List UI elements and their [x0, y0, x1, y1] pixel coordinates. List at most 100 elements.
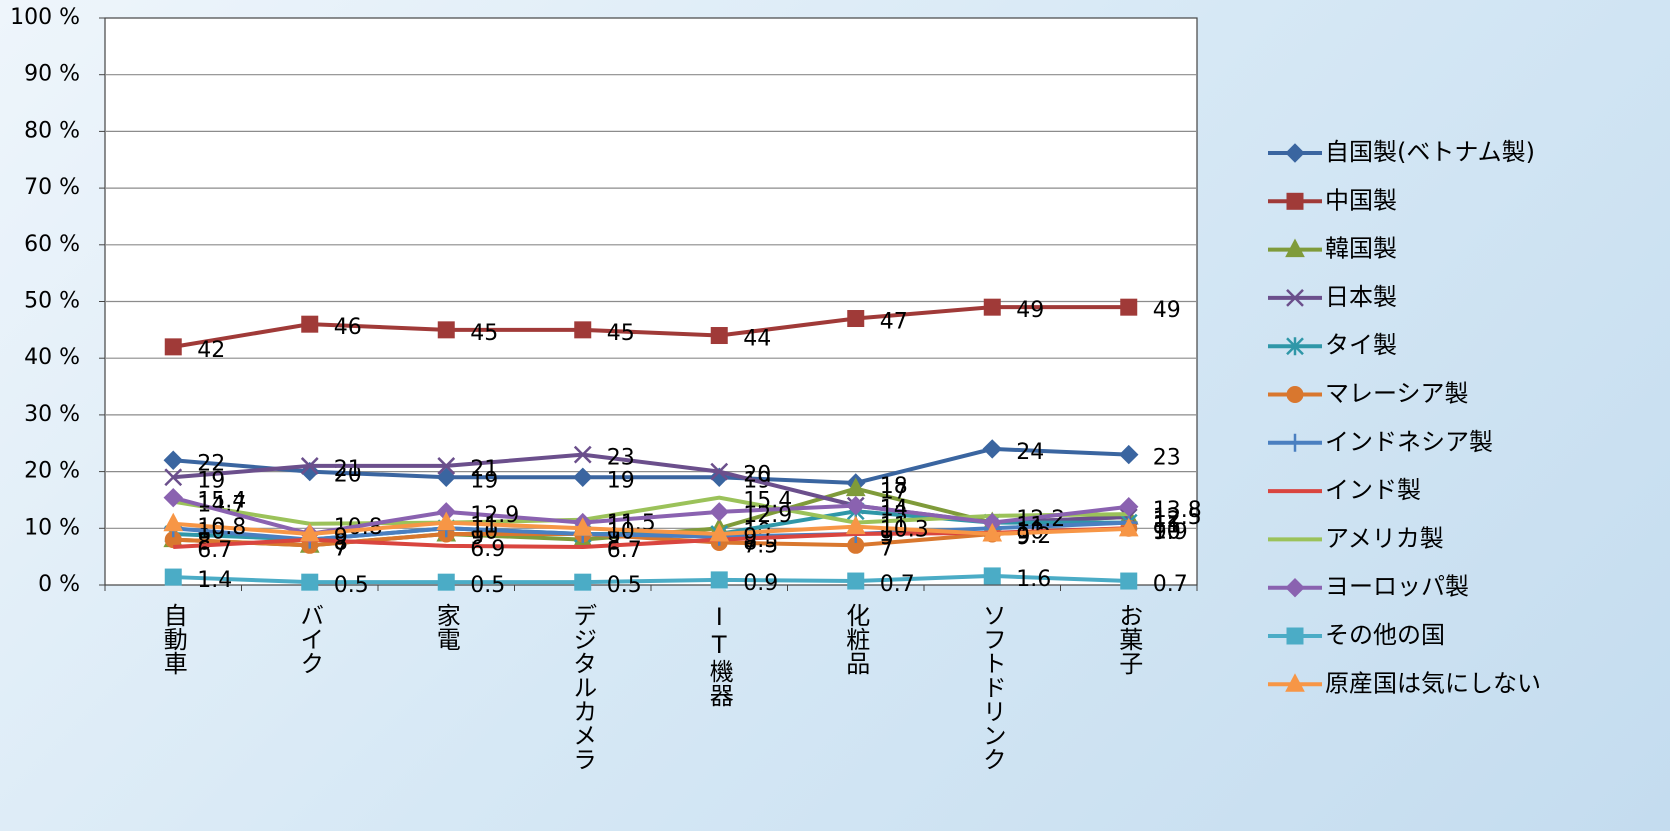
point — [982, 439, 1002, 459]
legend-marker — [1286, 337, 1304, 356]
data-label: 9 — [880, 525, 894, 550]
series-line — [172, 495, 1129, 526]
legend-label: アメリカ製 — [1325, 524, 1444, 552]
data-label: 0.5 — [334, 573, 369, 598]
y-tick-label: 70 % — [24, 175, 80, 200]
y-tick-label: 40 % — [24, 345, 80, 370]
y-tick-label: 30 % — [24, 402, 80, 427]
point — [163, 487, 183, 508]
legend-label: その他の国 — [1325, 621, 1445, 649]
data-label: 11 — [470, 514, 498, 539]
data-label: 8 — [197, 531, 211, 556]
data-label: 0.7 — [880, 572, 915, 597]
x-tick-label: バイク — [296, 603, 324, 675]
x-tick-label: 家電 — [432, 603, 460, 651]
legend-label: タイ製 — [1325, 331, 1397, 359]
point — [1119, 497, 1139, 517]
data-label: 47 — [880, 310, 908, 335]
legend-marker — [1285, 238, 1305, 258]
data-label: 9 — [743, 525, 757, 550]
legend-label: 韓国製 — [1325, 235, 1397, 263]
point — [846, 495, 866, 516]
point — [301, 315, 319, 333]
data-label: 10 — [1153, 519, 1181, 544]
legend-marker — [1286, 192, 1304, 210]
point — [1118, 517, 1139, 537]
legend-label: 中国製 — [1325, 186, 1397, 214]
legend-label: 日本製 — [1325, 283, 1397, 311]
point — [574, 321, 592, 339]
data-label: 10 — [197, 519, 225, 544]
data-label: 24 — [1016, 440, 1044, 465]
data-label: 0.5 — [470, 573, 505, 598]
data-label: 8 — [334, 531, 348, 556]
data-label: 7 — [880, 536, 894, 561]
data-label: 9.2 — [1016, 524, 1051, 549]
data-label: 49 — [1016, 298, 1044, 323]
x-tick-label: 自動車 — [159, 603, 187, 675]
point — [845, 515, 866, 535]
data-label: 9.9 — [1153, 520, 1188, 545]
point — [847, 572, 865, 590]
data-label: 21 — [334, 457, 362, 482]
data-label: 11 — [1153, 514, 1181, 539]
series-line — [173, 446, 1129, 485]
point — [301, 573, 319, 591]
x-tick-label: IT機器 — [705, 603, 733, 707]
y-tick-label: 0 % — [38, 572, 80, 597]
y-tick-label: 80 % — [24, 118, 80, 143]
data-label: 45 — [470, 321, 498, 346]
series-line — [173, 573, 1129, 585]
data-label: 10 — [607, 519, 635, 544]
data-label: 10 — [1153, 519, 1181, 544]
data-label: 23 — [1153, 446, 1181, 471]
point — [1120, 572, 1138, 590]
x-tick-label: ソフトドリンク — [978, 603, 1006, 771]
point — [436, 467, 456, 487]
point — [164, 468, 183, 487]
data-label: 12 — [1153, 508, 1181, 533]
data-label: 1.4 — [197, 568, 232, 593]
data-label: 17 — [880, 480, 908, 505]
data-label: 15.4 — [197, 489, 246, 514]
point — [709, 522, 730, 542]
legend-label: インド製 — [1325, 476, 1421, 504]
legend-marker — [1286, 627, 1304, 645]
legend-marker — [1286, 433, 1304, 452]
point — [437, 457, 456, 475]
series-line — [173, 520, 1129, 542]
data-label: 8 — [334, 531, 348, 556]
data-label: 14 — [880, 497, 908, 522]
series-line — [173, 526, 1129, 548]
legend-marker — [1285, 577, 1305, 598]
legend-label: インドネシア製 — [1325, 428, 1493, 456]
legend-marker — [1285, 143, 1305, 163]
data-label: 11 — [1153, 514, 1181, 539]
point — [982, 522, 1003, 542]
point — [710, 327, 728, 345]
point — [1120, 298, 1138, 316]
data-label: 6.7 — [607, 538, 642, 563]
point — [163, 512, 184, 532]
point — [300, 457, 319, 475]
point — [164, 568, 182, 586]
x-tick-label: 化粧品 — [842, 603, 870, 675]
point — [573, 467, 593, 487]
series: 1.4 0.5 0.5 0.5 0.9 0.7 1.6 0.7 — [164, 567, 1188, 598]
y-tick-label: 10 % — [24, 515, 80, 540]
x-tick-label: デジタルカメラ — [569, 603, 597, 771]
data-label: 0.9 — [743, 571, 778, 596]
point — [573, 445, 592, 464]
data-label: 0.5 — [607, 573, 642, 598]
y-tick-label: 100 % — [10, 5, 80, 30]
data-label: 19 — [197, 468, 225, 493]
data-label: 0.7 — [1153, 572, 1188, 597]
data-label: 6.7 — [197, 538, 232, 563]
point — [574, 573, 592, 591]
point — [572, 517, 593, 536]
legend-marker — [1286, 386, 1304, 403]
series-line — [173, 520, 1129, 536]
data-label: 11 — [880, 514, 908, 539]
data-label: 19 — [470, 468, 498, 493]
point — [847, 310, 865, 328]
